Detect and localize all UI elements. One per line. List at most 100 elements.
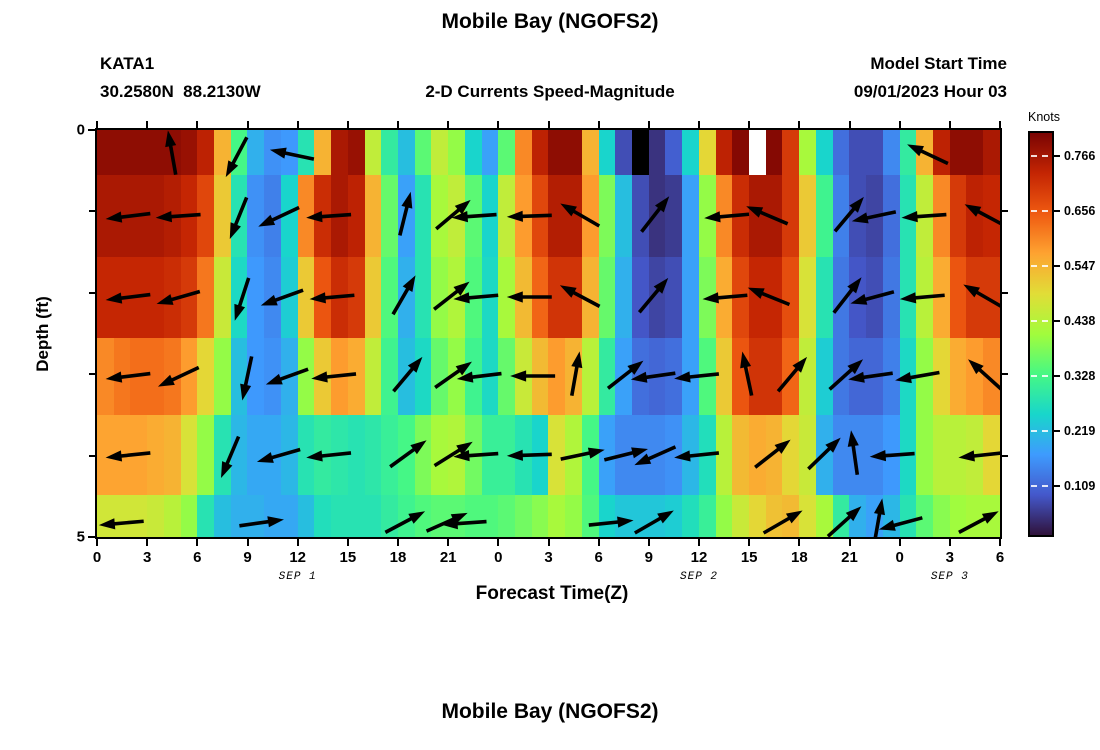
current-vector-arrow	[391, 275, 416, 316]
colorbar-inner-tick	[1042, 319, 1048, 322]
heatmap-cell	[632, 415, 649, 495]
heatmap-cell	[765, 338, 783, 415]
heatmap-cell	[297, 257, 315, 338]
heatmap-cell	[214, 415, 231, 495]
current-vector-arrow	[633, 510, 674, 535]
heatmap-cell	[698, 495, 716, 537]
heatmap-cell	[130, 130, 148, 175]
colorbar-outer-tick	[1054, 319, 1060, 322]
x-axis-top-tick	[497, 121, 500, 128]
heatmap-cell	[414, 130, 432, 175]
x-axis-tick-label: 9	[644, 549, 653, 566]
x-axis-tick-label: 0	[494, 549, 503, 566]
heatmap-cell	[414, 338, 432, 415]
current-vector-arrow	[433, 441, 473, 468]
heatmap-cell	[715, 415, 733, 495]
heatmap-cell	[548, 130, 566, 175]
heatmap-cell	[364, 338, 382, 415]
x-axis-tick	[96, 539, 98, 546]
current-vector-arrow	[105, 292, 151, 304]
current-vector-arrow	[225, 136, 249, 178]
heatmap-row	[97, 130, 1000, 175]
heatmap-cell	[765, 415, 783, 495]
colorbar-inner-tick	[1031, 155, 1037, 158]
x-axis-top-tick	[196, 121, 199, 128]
x-axis-title: Forecast Time(Z)	[475, 583, 629, 604]
heatmap-cell	[464, 495, 482, 537]
x-axis-tick	[346, 539, 349, 546]
heatmap-cell	[481, 130, 499, 175]
heatmap-cell	[598, 415, 616, 495]
colorbar-tick-label: 0.328	[1064, 369, 1096, 384]
current-vector-arrow	[872, 498, 886, 537]
current-vector-arrow	[762, 510, 803, 535]
heatmap-cell	[983, 130, 1000, 175]
current-vector-arrow	[640, 196, 670, 233]
current-vector-arrow	[434, 361, 472, 389]
heatmap-cell	[648, 175, 666, 257]
heatmap-cell	[949, 257, 967, 338]
colorbar-outer-tick	[1054, 210, 1060, 213]
x-axis-tick	[898, 539, 901, 546]
x-axis-tick	[748, 539, 751, 546]
x-axis-tick-label: 15	[339, 549, 357, 566]
heatmap-cell	[264, 130, 281, 175]
heatmap-cell	[598, 495, 616, 537]
current-vector-arrow	[234, 277, 251, 321]
figure-subtitle: 2-D Currents Speed-Magnitude	[425, 82, 675, 101]
x-axis-tick	[597, 539, 600, 546]
current-vector-arrow	[674, 450, 720, 462]
heatmap-cell	[130, 495, 148, 537]
heatmap-cell	[314, 130, 332, 175]
heatmap-cell	[214, 175, 231, 257]
heatmap-cell	[498, 415, 515, 495]
current-vector-arrow	[826, 506, 862, 537]
heatmap-cell	[732, 495, 750, 537]
heatmap-cell	[815, 495, 833, 537]
current-vector-arrow	[606, 360, 644, 390]
heatmap-cell	[431, 130, 449, 175]
heatmap-cell	[514, 130, 532, 175]
heatmap-cell	[732, 415, 750, 495]
x-axis-top-tick	[547, 121, 550, 128]
heatmap-cell	[565, 175, 582, 257]
heatmap-cell	[966, 257, 984, 338]
heatmap-cell	[849, 175, 867, 257]
heatmap-cell	[163, 338, 181, 415]
heatmap-cell	[97, 257, 114, 338]
y-axis-title: Depth (ft)	[32, 295, 52, 372]
heatmap-cell	[514, 495, 532, 537]
heatmap-cell	[632, 257, 649, 338]
colorbar-inner-tick	[1042, 429, 1048, 432]
current-vector-arrow	[165, 130, 178, 176]
colorbar-outer-tick	[1054, 485, 1060, 488]
heatmap-cell	[197, 415, 215, 495]
heatmap-cell	[431, 175, 449, 257]
current-vector-arrow	[157, 365, 200, 387]
heatmap-cell	[799, 130, 816, 175]
current-vector-arrow	[239, 516, 284, 528]
heatmap-cell	[565, 130, 582, 175]
x-axis-tick-label: 3	[544, 549, 553, 566]
heatmap-cell	[799, 338, 816, 415]
heatmap-cell	[698, 130, 716, 175]
heatmap-cell	[448, 415, 465, 495]
current-vector-arrow	[754, 439, 791, 469]
heatmap-cell	[364, 495, 382, 537]
second-figure-title: Mobile Bay (NGOFS2)	[441, 700, 659, 723]
heatmap-cell	[481, 495, 499, 537]
date-label: SEP 3	[930, 571, 969, 583]
current-vector-arrow	[105, 450, 151, 462]
heatmap-cell	[180, 130, 198, 175]
heatmap-cell	[280, 495, 298, 537]
current-vector-arrow	[560, 203, 601, 228]
current-vector-arrow	[807, 437, 841, 471]
heatmap-cell	[932, 495, 950, 537]
x-axis-tick	[547, 539, 550, 546]
colorbar-inner-tick	[1031, 319, 1037, 322]
heatmap-cell	[966, 338, 984, 415]
x-axis-top-tick	[246, 121, 249, 128]
current-vector-arrow	[260, 288, 304, 306]
colorbar-inner-tick	[1031, 265, 1037, 268]
colorbar-inner-tick	[1031, 429, 1037, 432]
